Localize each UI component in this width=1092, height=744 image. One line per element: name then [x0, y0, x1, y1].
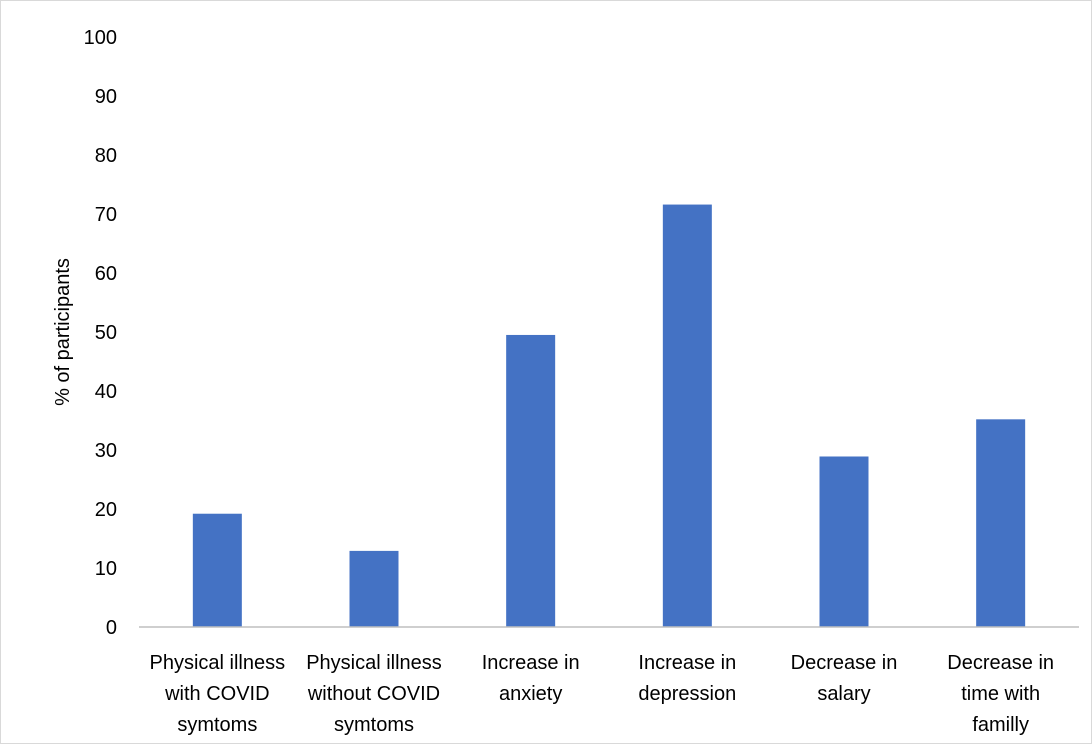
x-category-label-line: time with	[961, 683, 1040, 705]
y-tick-label: 0	[106, 617, 117, 639]
y-tick-label: 10	[95, 558, 117, 580]
x-category-label-line: symtoms	[177, 714, 257, 736]
x-category-label-line: anxiety	[499, 683, 562, 705]
x-category-label: Decrease in salary	[791, 652, 898, 705]
x-category-label-line: symtoms	[334, 714, 414, 736]
bar	[662, 204, 712, 627]
x-category-label-line: with COVID	[164, 683, 269, 705]
x-category-label-line: Decrease in	[791, 652, 898, 674]
bar	[349, 550, 399, 627]
bar	[192, 513, 242, 627]
x-category-label-line: Decrease in	[947, 652, 1054, 674]
x-category-label-line: Physical illness	[306, 652, 442, 674]
x-category-label-line: familly	[972, 714, 1029, 736]
y-axis-title: % of participants	[52, 258, 74, 406]
x-category-label-line: Physical illness	[150, 652, 286, 674]
y-axis-ticks: 0 10 20 30 40 50 60 70 80 90 100	[84, 27, 117, 639]
bar	[976, 419, 1026, 627]
x-category-label-line: Increase in	[482, 652, 580, 674]
y-tick-label: 30	[95, 440, 117, 462]
y-tick-label: 40	[95, 381, 117, 403]
y-tick-label: 20	[95, 499, 117, 521]
x-category-label-line: Increase in	[638, 652, 736, 674]
x-category-label-line: without COVID	[307, 683, 440, 705]
y-tick-label: 50	[95, 322, 117, 344]
bar	[819, 456, 869, 627]
x-category-label: Decrease in time with familly	[947, 652, 1054, 736]
y-tick-label: 80	[95, 145, 117, 167]
y-tick-label: 100	[84, 27, 117, 49]
x-category-label-line: salary	[817, 683, 870, 705]
bar	[506, 334, 556, 627]
y-tick-label: 70	[95, 204, 117, 226]
y-tick-label: 60	[95, 263, 117, 285]
bars	[192, 204, 1026, 627]
y-tick-label: 90	[95, 86, 117, 108]
x-category-label: Increase in depression	[638, 652, 736, 705]
x-category-label: Physical illness with COVID symtoms	[150, 652, 286, 736]
x-axis-labels: Physical illness with COVID symtomsPhysica…	[150, 652, 1054, 736]
x-category-label: Increase in anxiety	[482, 652, 580, 705]
x-category-label-line: depression	[638, 683, 736, 705]
x-category-label: Physical illness without COVID symtoms	[306, 652, 442, 736]
